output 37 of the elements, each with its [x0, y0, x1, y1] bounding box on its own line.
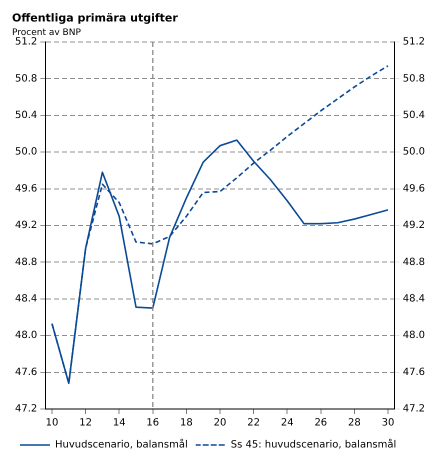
x-tick-label: 28	[348, 418, 361, 429]
y2-tick-label: 47.2	[402, 404, 425, 415]
y-tick-label: 50.0	[15, 146, 38, 158]
x-tick-label: 20	[214, 418, 226, 429]
y-tick-label: 47.2	[15, 404, 38, 415]
y-tick-label: 49.2	[15, 220, 38, 232]
y-tick-label: 51.2	[15, 36, 38, 48]
y-tick-label: 49.6	[15, 183, 38, 194]
x-tick-label: 16	[146, 418, 160, 429]
legend-label: Ss 45: huvudscenario, balansmål	[230, 438, 396, 451]
y2-tick-label: 48.8	[402, 256, 425, 268]
y-tick-label: 48.8	[15, 256, 38, 268]
x-tick-label: 26	[314, 418, 328, 429]
x-tick-label: 22	[247, 418, 260, 429]
x-tick-label: 10	[46, 418, 58, 429]
y2-tick-label: 49.6	[402, 183, 425, 194]
y2-tick-label: 50.8	[402, 73, 425, 84]
y2-tick-label: 50.4	[402, 110, 425, 121]
y2-tick-label: 51.2	[402, 36, 425, 48]
y-tick-label: 48.0	[15, 330, 38, 342]
y2-tick-label: 50.0	[402, 146, 425, 158]
y-tick-label: 50.8	[15, 73, 38, 84]
chart-subtitle: Procent av BNP	[12, 28, 82, 38]
y-tick-label: 47.6	[15, 366, 38, 378]
y2-tick-label: 47.6	[402, 366, 425, 378]
x-tick-label: 12	[79, 418, 92, 429]
y-tick-label: 48.4	[15, 293, 38, 304]
x-tick-label: 30	[382, 418, 394, 429]
x-tick-label: 14	[112, 418, 126, 429]
y2-tick-label: 49.2	[402, 220, 425, 232]
y2-tick-label: 48.0	[402, 330, 425, 342]
y2-tick-label: 48.4	[402, 293, 425, 304]
x-tick-label: 18	[180, 418, 193, 429]
chart-title: Offentliga primära utgifter	[12, 11, 178, 24]
x-tick-label: 24	[280, 418, 294, 429]
legend-label: Huvudscenario, balansmål	[55, 438, 188, 451]
y-tick-label: 50.4	[15, 110, 38, 121]
